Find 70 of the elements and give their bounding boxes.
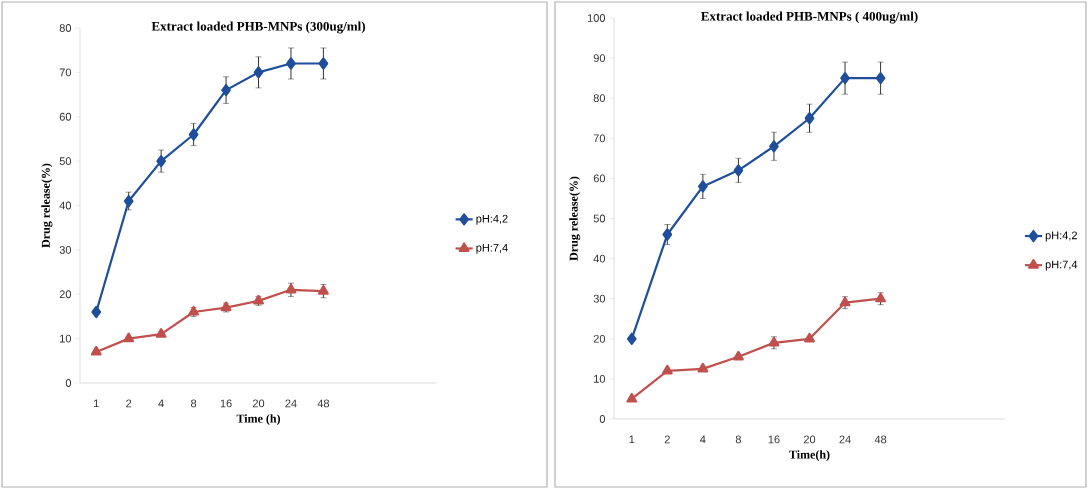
point [253, 66, 264, 79]
y-axis-title: Drug release(%) [41, 163, 53, 248]
legend-label: pH:7,4 [1045, 260, 1078, 271]
point [91, 305, 102, 319]
point [155, 328, 167, 338]
point [661, 364, 673, 375]
x-tick-label: 20 [803, 435, 816, 444]
point [769, 140, 779, 153]
x-tick-label: 16 [768, 435, 780, 444]
point [318, 57, 329, 70]
y-tick-label: 70 [59, 68, 72, 77]
point [123, 332, 135, 343]
x-tick-label: 48 [317, 399, 330, 408]
y-tick-label: 80 [59, 24, 72, 32]
y-tick-label: 10 [594, 375, 606, 383]
point [732, 350, 744, 361]
y-tick-label: 80 [593, 94, 606, 103]
x-tick-label: 24 [285, 399, 297, 408]
point [626, 332, 637, 345]
point [221, 84, 231, 97]
y-tick-label: 10 [60, 334, 72, 343]
y-tick-label: 30 [593, 294, 606, 303]
chart-title: Extract loaded PHB-MNPs (300ug/ml) [151, 21, 365, 34]
y-tick-label: 0 [599, 415, 606, 423]
y-tick-label: 60 [593, 174, 606, 183]
point [698, 180, 708, 193]
point [90, 345, 102, 356]
y-tick-label: 40 [593, 254, 606, 263]
x-tick-label: 1 [629, 435, 635, 444]
y-tick-label: 50 [593, 214, 606, 223]
point [626, 392, 638, 403]
x-tick-label: 16 [220, 399, 232, 408]
point [662, 228, 673, 241]
point [697, 362, 709, 373]
x-tick-label: 20 [252, 399, 265, 408]
point [840, 72, 850, 85]
x-axis-title: Time(h) [789, 450, 830, 462]
legend-label: pH:4,2 [476, 214, 508, 225]
y-tick-label: 30 [59, 245, 72, 254]
x-tick-label: 8 [191, 399, 197, 408]
y-tick-label: 50 [59, 157, 72, 166]
y-tick-label: 20 [59, 290, 72, 299]
y-tick-label: 100 [587, 14, 606, 22]
legend-label: pH:4,2 [1045, 231, 1077, 242]
x-tick-label: 48 [874, 435, 887, 444]
y-tick-label: 0 [65, 379, 72, 387]
point [804, 112, 815, 125]
x-tick-label: 1 [94, 399, 99, 408]
y-tick-label: 60 [59, 112, 72, 121]
x-tick-label: 24 [839, 435, 851, 444]
point [188, 128, 199, 141]
y-axis-title: Drug release(%) [569, 176, 581, 261]
point [875, 72, 886, 85]
point [317, 285, 329, 295]
x-tick-label: 8 [735, 435, 741, 444]
x-tick-label: 2 [664, 435, 670, 444]
x-axis-title: Time (h) [236, 414, 281, 426]
point [733, 164, 744, 177]
y-tick-label: 40 [59, 201, 72, 210]
x-tick-label: 4 [158, 399, 164, 408]
chart-title: Extract loaded PHB-MNPs ( 400ug/ml) [701, 11, 918, 24]
y-tick-label: 90 [593, 54, 606, 62]
point [286, 57, 296, 70]
point [156, 155, 166, 168]
y-tick-label: 70 [593, 134, 606, 143]
x-tick-label: 2 [126, 399, 132, 408]
x-tick-label: 4 [700, 435, 706, 444]
y-tick-label: 20 [593, 334, 606, 343]
legend-label: pH:7,4 [476, 243, 508, 254]
point [804, 332, 815, 343]
